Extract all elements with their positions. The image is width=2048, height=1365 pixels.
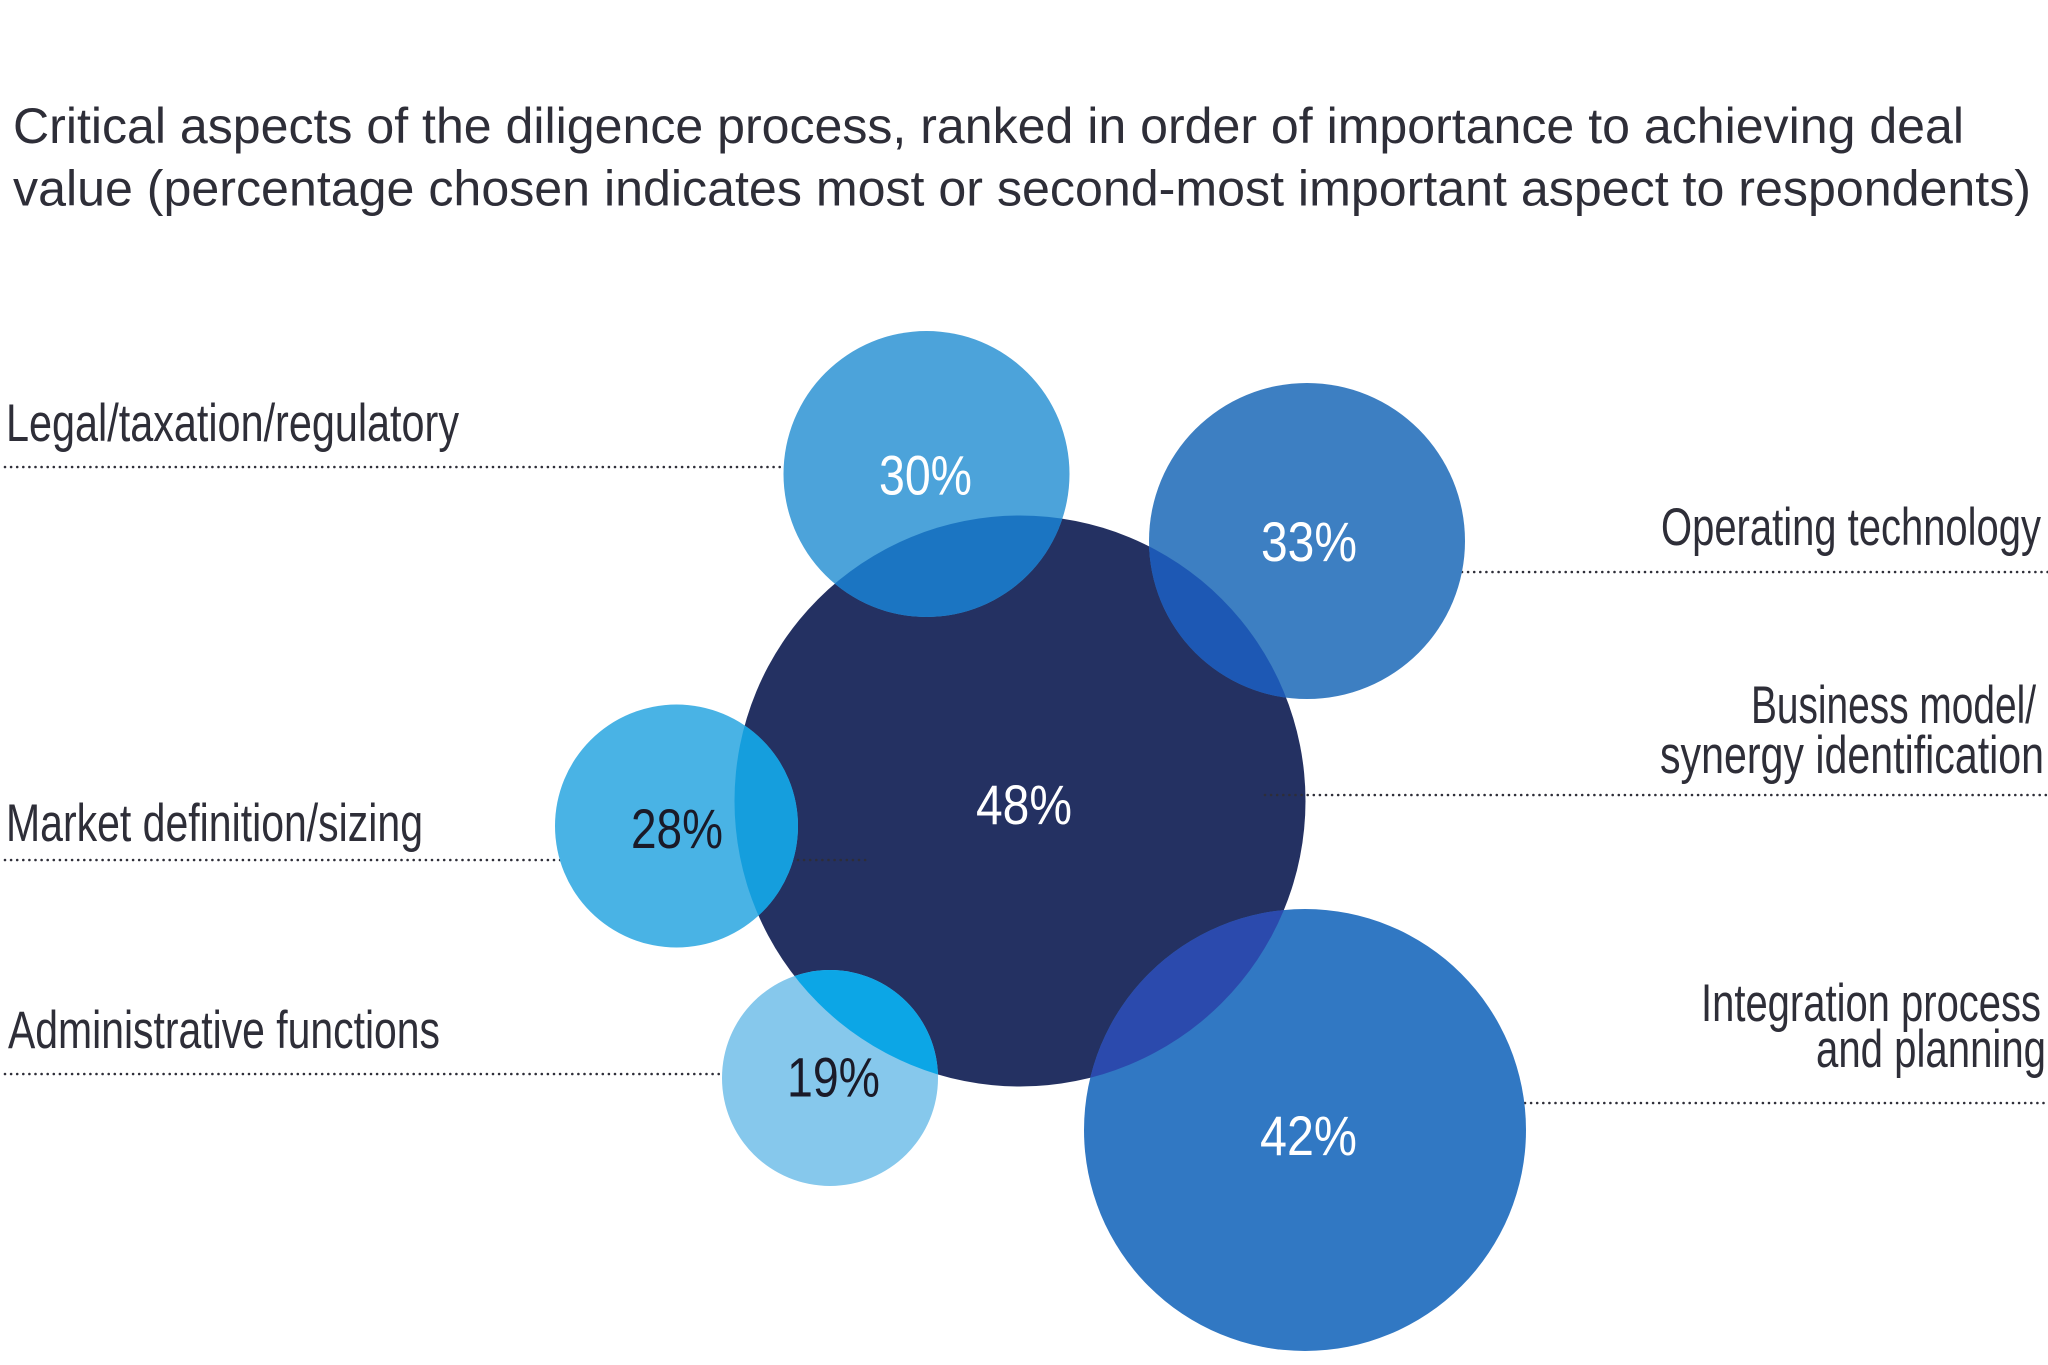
- svg-text:19%: 19%: [787, 1046, 880, 1109]
- svg-text:Operating technology: Operating technology: [1661, 498, 2042, 557]
- svg-text:value (percentage chosen indic: value (percentage chosen indicates most …: [13, 161, 2031, 217]
- svg-text:Administrative functions: Administrative functions: [8, 1001, 440, 1060]
- svg-text:synergy identification: synergy identification: [1660, 726, 2044, 785]
- svg-text:Critical aspects of the dilige: Critical aspects of the diligence proces…: [13, 98, 1964, 154]
- svg-text:Legal/taxation/regulatory: Legal/taxation/regulatory: [6, 394, 460, 453]
- svg-text:Business model/: Business model/: [1751, 676, 2036, 735]
- svg-text:Market definition/sizing: Market definition/sizing: [6, 794, 423, 853]
- svg-text:30%: 30%: [879, 444, 972, 507]
- svg-text:and planning: and planning: [1816, 1020, 2046, 1079]
- svg-text:33%: 33%: [1261, 510, 1357, 573]
- svg-text:48%: 48%: [976, 773, 1072, 836]
- svg-text:28%: 28%: [631, 797, 723, 860]
- svg-text:Integration process: Integration process: [1701, 974, 2041, 1033]
- svg-text:42%: 42%: [1260, 1104, 1357, 1167]
